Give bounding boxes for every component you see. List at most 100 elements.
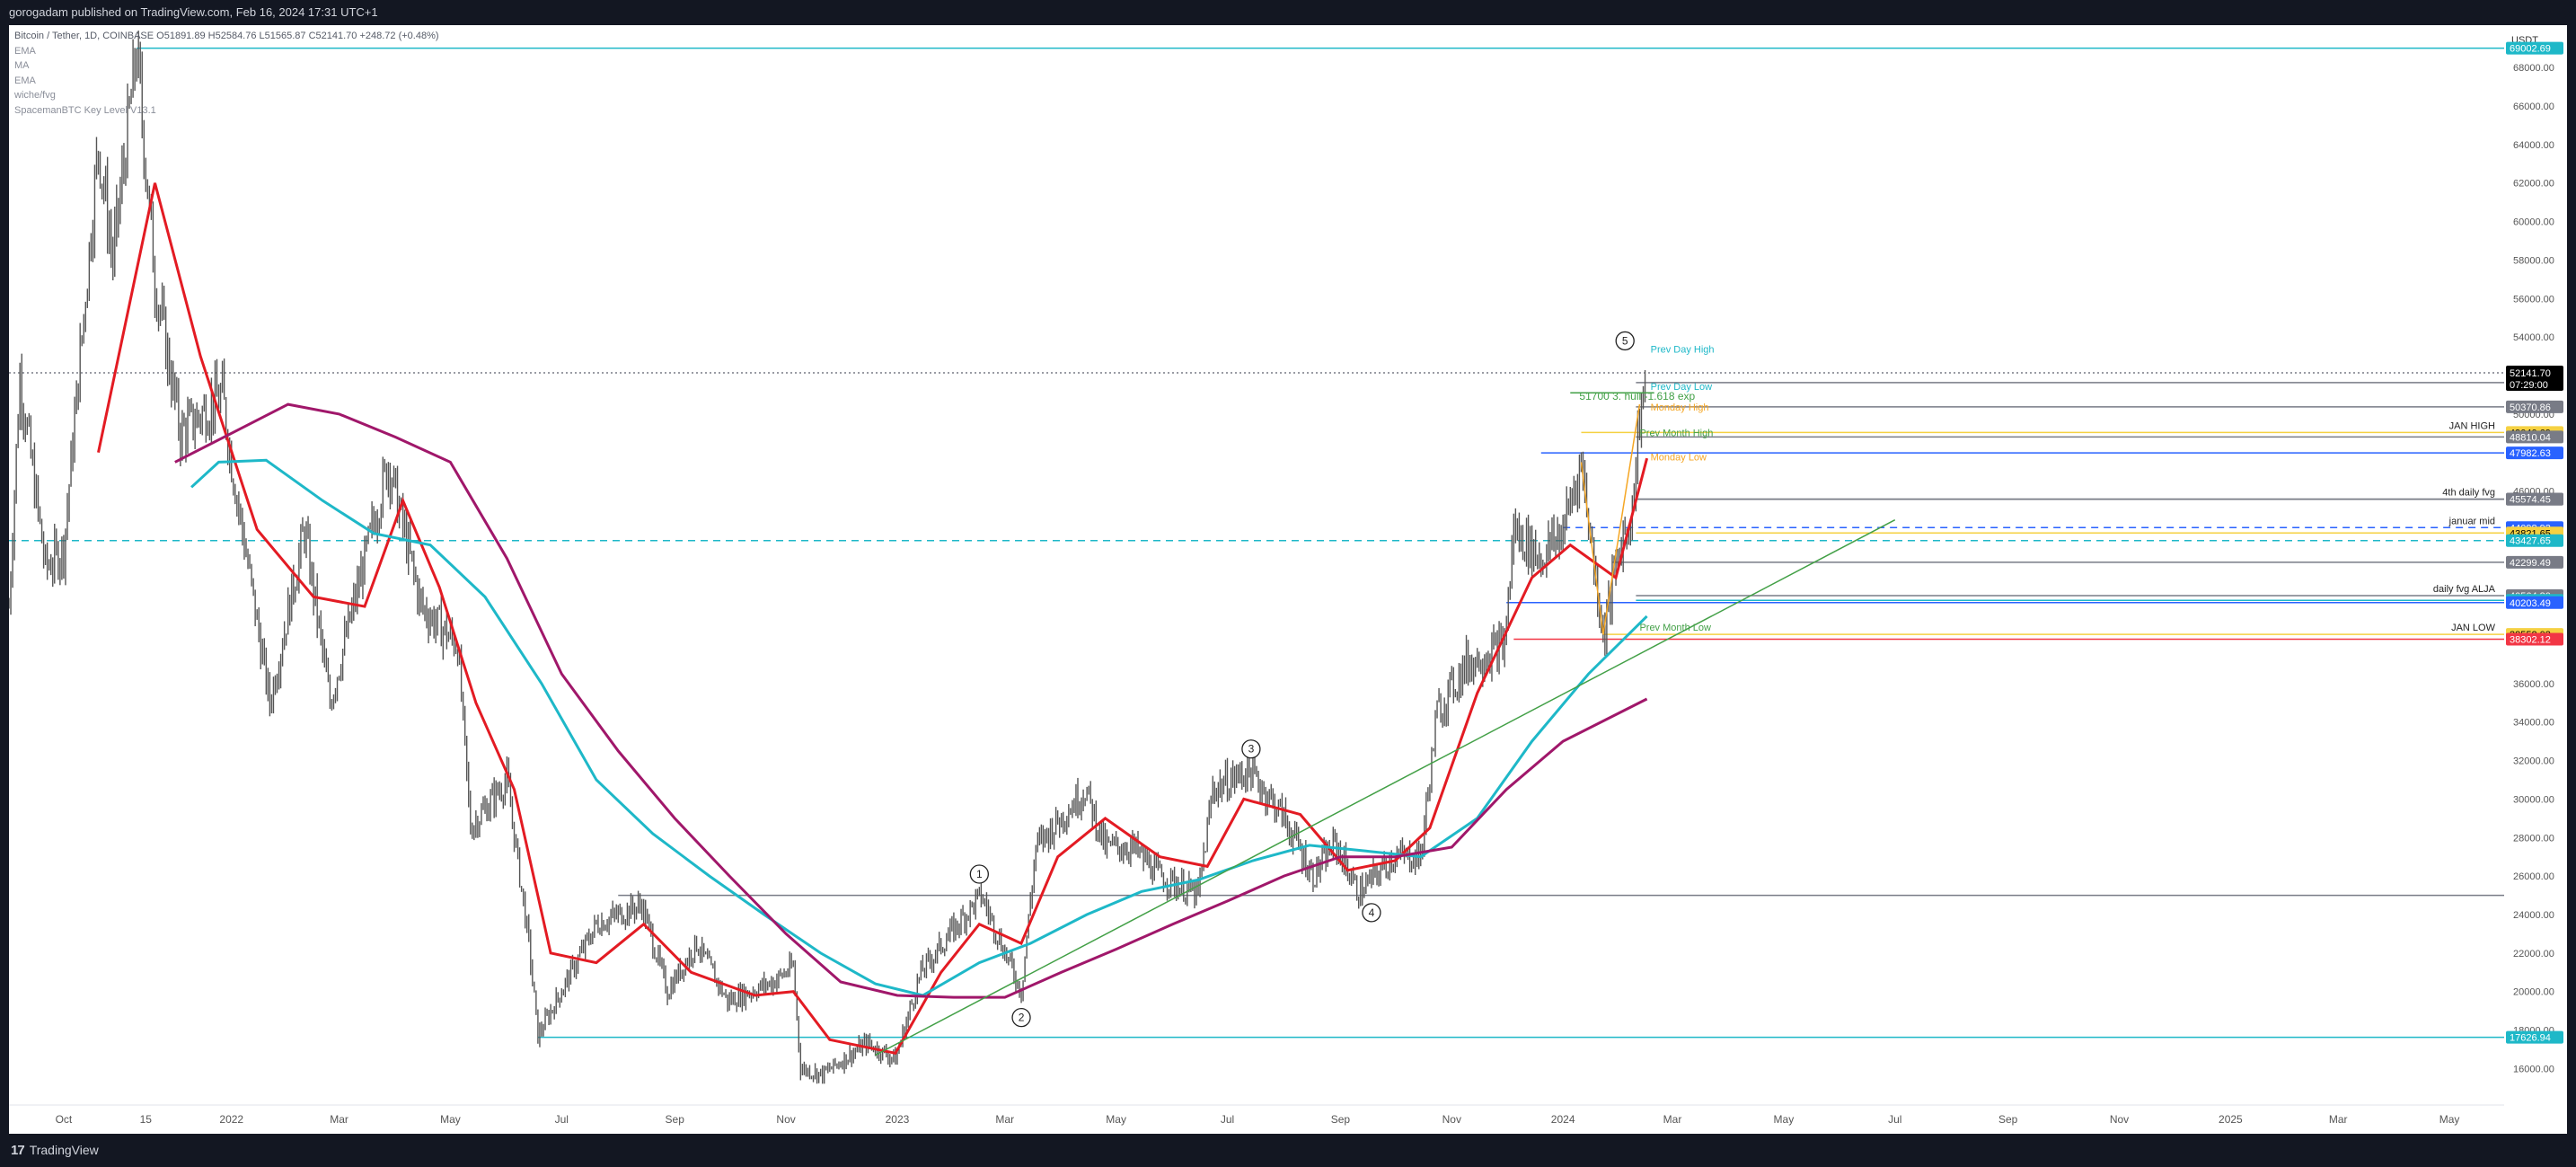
x-tick-label: 15 xyxy=(140,1113,153,1126)
price-tag xyxy=(2506,430,2563,444)
y-tick-label: 64000.00 xyxy=(2513,140,2554,151)
y-tick-label: 36000.00 xyxy=(2513,679,2554,690)
price-tag xyxy=(2506,400,2563,413)
y-tick-label: 22000.00 xyxy=(2513,949,2554,959)
price-tag xyxy=(2506,1030,2563,1044)
publisher-bar: gorogadam published on TradingView.com, … xyxy=(0,0,2576,25)
price-tag-label: 40203.49 xyxy=(2510,598,2551,609)
wave-marker xyxy=(1362,903,1381,923)
price-tag-label: 47982.63 xyxy=(2510,448,2551,459)
y-tick-label: 16000.00 xyxy=(2513,1064,2554,1074)
x-tick-label: Oct xyxy=(56,1113,73,1126)
price-tag-label: 42299.49 xyxy=(2510,558,2551,569)
price-axis xyxy=(2504,25,2567,1134)
x-tick-label: Mar xyxy=(330,1113,348,1126)
price-candles xyxy=(8,31,1646,1084)
x-tick-label: Mar xyxy=(995,1113,1014,1126)
wave-label: 2 xyxy=(1019,1012,1025,1024)
last-price-tag xyxy=(2506,365,2563,391)
x-tick-label: May xyxy=(1106,1113,1126,1126)
wave-marker xyxy=(1241,739,1261,759)
level-label: Prev Day High xyxy=(1651,344,1715,355)
level-text: JAN HIGH xyxy=(2449,420,2495,431)
price-tag-label: 48810.04 xyxy=(2510,432,2551,443)
legend-indicator[interactable]: EMA xyxy=(14,45,36,57)
price-tag xyxy=(2506,492,2563,506)
y-tick-label: 20000.00 xyxy=(2513,987,2554,998)
y-tick-label: 24000.00 xyxy=(2513,910,2554,921)
level-label: Prev Month Low xyxy=(1639,623,1711,633)
wave-marker xyxy=(1011,1007,1031,1028)
level-label: Monday Low xyxy=(1651,453,1707,464)
price-tag xyxy=(2506,632,2563,646)
price-tag xyxy=(2506,41,2563,55)
brand-name: TradingView xyxy=(29,1143,99,1157)
y-tick-label: 62000.00 xyxy=(2513,179,2554,190)
y-tick-label: 68000.00 xyxy=(2513,63,2554,74)
price-tag xyxy=(2506,534,2563,547)
y-tick-label: 28000.00 xyxy=(2513,833,2554,844)
y-tick-label: 34000.00 xyxy=(2513,718,2554,729)
legend-ohlc: O51891.89 H52584.76 L51565.87 C52141.70 … xyxy=(156,31,439,41)
last-price-value: 52141.70 xyxy=(2510,368,2551,379)
price-tag-label: 17626.94 xyxy=(2510,1033,2551,1044)
price-tag-label: 38302.12 xyxy=(2510,635,2551,646)
x-tick-label: Nov xyxy=(1442,1113,1461,1126)
chart-area[interactable]: JAN HIGH 4th daily fvg januar mid daily fvg… xyxy=(8,25,2567,1134)
trendline xyxy=(875,519,1896,1056)
x-tick-label: Nov xyxy=(2110,1113,2129,1126)
x-tick-label: 2022 xyxy=(219,1113,243,1126)
legend-indicator[interactable]: SpacemanBTC Key Level V13.1 xyxy=(14,104,156,116)
x-tick-label: Jul xyxy=(1221,1113,1234,1126)
level-text: januar mid xyxy=(2448,516,2495,526)
price-tag xyxy=(2506,446,2563,460)
y-tick-label: 54000.00 xyxy=(2513,332,2554,343)
price-tag xyxy=(2506,555,2563,569)
publisher-text: gorogadam published on TradingView.com, … xyxy=(9,5,378,19)
wave-label: 4 xyxy=(1369,906,1375,919)
series-line xyxy=(174,402,1648,999)
series-line xyxy=(190,458,1648,997)
x-tick-label: Sep xyxy=(1331,1113,1351,1126)
price-chart[interactable]: JAN HIGH 4th daily fvg januar mid daily fvg… xyxy=(8,25,2567,1134)
y-tick-label: 56000.00 xyxy=(2513,294,2554,305)
x-tick-label: Sep xyxy=(666,1113,685,1126)
bar-countdown: 07:29:00 xyxy=(2510,380,2548,391)
wave-marker xyxy=(1615,331,1635,351)
tradingview-logo-icon: 17 xyxy=(11,1143,25,1158)
wave-label: 3 xyxy=(1248,743,1255,756)
x-tick-label: Mar xyxy=(1663,1113,1682,1126)
level-label: Prev Month High xyxy=(1639,429,1713,439)
y-tick-label: 60000.00 xyxy=(2513,217,2554,228)
x-tick-label: Sep xyxy=(1998,1113,2018,1126)
legend-indicator[interactable]: EMA xyxy=(14,75,36,86)
legend-symbol-line: Bitcoin / Tether, 1D, COINBASE O51891.89… xyxy=(14,29,439,44)
x-tick-label: May xyxy=(1774,1113,1795,1126)
x-tick-label: Jul xyxy=(555,1113,569,1126)
x-tick-label: 2023 xyxy=(886,1113,910,1126)
legend-indicator[interactable]: MA xyxy=(14,60,30,71)
x-tick-label: 2024 xyxy=(1551,1113,1575,1126)
tradingview-brand[interactable]: 17 TradingView xyxy=(0,1134,99,1167)
series-line xyxy=(97,182,1649,1055)
price-tag-label: 45574.45 xyxy=(2510,495,2551,506)
x-tick-label: Jul xyxy=(1888,1113,1901,1126)
trendline xyxy=(1580,462,1604,635)
price-tag-label: 43427.65 xyxy=(2510,536,2551,547)
wave-marker xyxy=(969,864,989,884)
level-label: Prev Day Low xyxy=(1651,382,1713,393)
y-tick-label: 66000.00 xyxy=(2513,102,2554,112)
y-tick-label: 30000.00 xyxy=(2513,794,2554,805)
level-text: JAN LOW xyxy=(2451,623,2496,633)
level-label: Monday High xyxy=(1651,402,1709,413)
legend-indicator[interactable]: wiche/fvg xyxy=(14,90,56,101)
y-tick-label: 58000.00 xyxy=(2513,255,2554,266)
x-tick-label: May xyxy=(440,1113,461,1126)
wave-label: 1 xyxy=(976,868,983,880)
price-tag xyxy=(2506,596,2563,609)
x-tick-label: May xyxy=(2439,1113,2460,1126)
price-tag-label: 50370.86 xyxy=(2510,402,2551,413)
chart-legend: Bitcoin / Tether, 1D, COINBASE O51891.89… xyxy=(14,29,439,118)
y-tick-label: 32000.00 xyxy=(2513,756,2554,767)
x-tick-label: Nov xyxy=(776,1113,795,1126)
